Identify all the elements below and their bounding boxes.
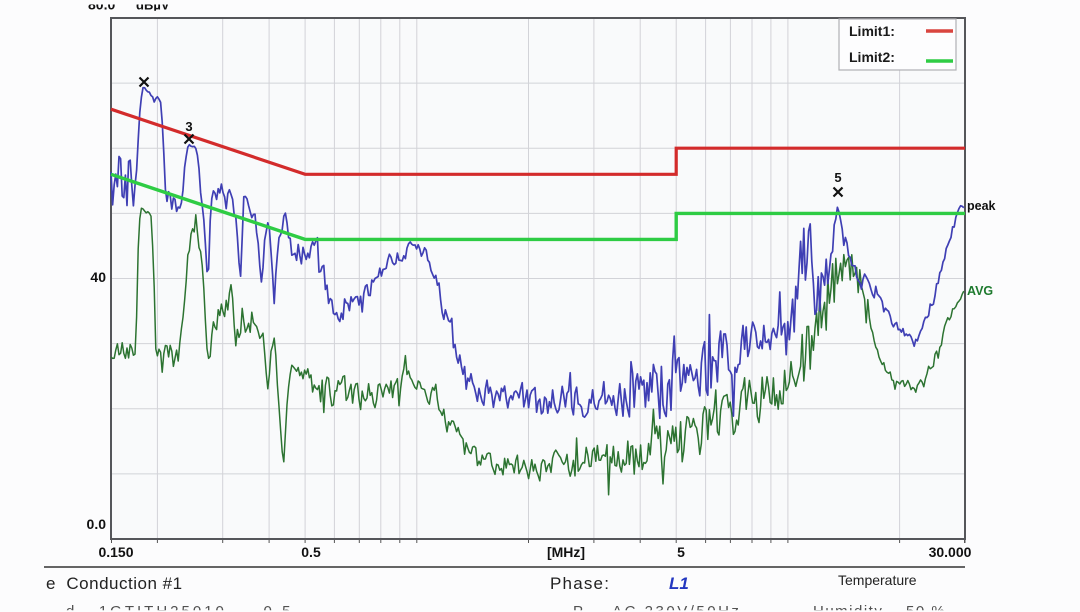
svg-text:80.0: 80.0	[88, 0, 115, 13]
svg-text:dBµV: dBµV	[136, 0, 170, 13]
svg-text:5: 5	[677, 544, 685, 560]
svg-text:Limit1:: Limit1:	[849, 23, 895, 39]
svg-text:40: 40	[90, 269, 106, 285]
svg-text:peak: peak	[967, 199, 996, 213]
svg-text:30.000: 30.000	[929, 544, 972, 560]
svg-text:0.150: 0.150	[98, 544, 133, 560]
svg-text:0.0: 0.0	[87, 516, 107, 532]
svg-text:Phase:: Phase:	[550, 574, 610, 593]
svg-text:[MHz]: [MHz]	[547, 544, 585, 560]
svg-text:d 1GTITH25010 - 0.5: d 1GTITH25010 - 0.5	[66, 603, 293, 612]
svg-text:Humidity 50 %: Humidity 50 %	[813, 603, 946, 612]
svg-text:e Conduction #1: e Conduction #1	[46, 574, 183, 593]
svg-text:3: 3	[185, 119, 192, 134]
svg-text:5: 5	[834, 170, 841, 185]
svg-text:0.5: 0.5	[301, 544, 321, 560]
svg-text:Limit2:: Limit2:	[849, 49, 895, 65]
svg-text:P AC 230V/50Hz: P AC 230V/50Hz	[573, 603, 741, 612]
svg-text:Temperature: Temperature	[838, 572, 917, 588]
svg-text:L1: L1	[669, 574, 689, 593]
svg-text:AVG: AVG	[967, 284, 993, 298]
